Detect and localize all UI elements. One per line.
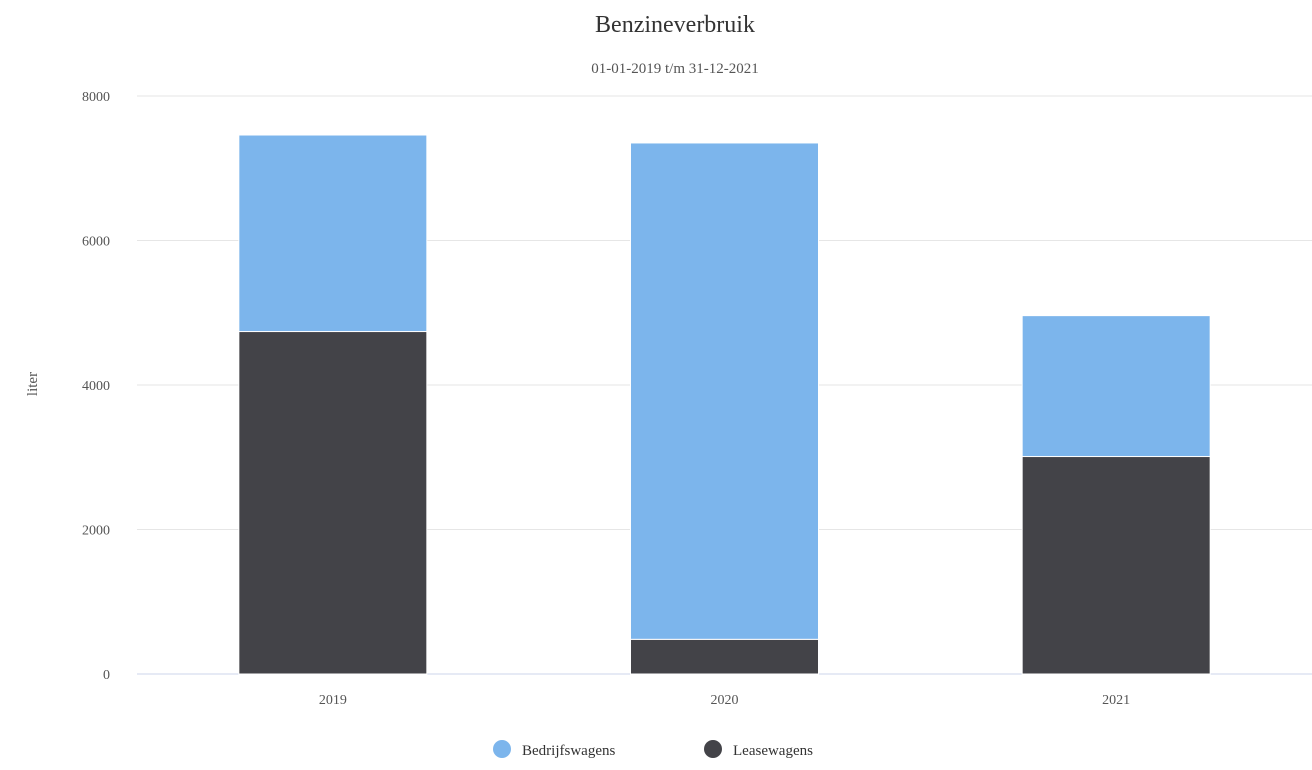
chart-subtitle: 01-01-2019 t/m 31-12-2021 <box>591 61 758 77</box>
legend: Bedrijfswagens Leasewagens <box>493 740 813 759</box>
y-tick-label: 4000 <box>82 379 110 394</box>
legend-label: Leasewagens <box>733 743 813 759</box>
y-tick-label: 6000 <box>82 235 110 250</box>
legend-item-bedrijfswagens[interactable]: Bedrijfswagens <box>493 740 615 759</box>
bar-leasewagens-2021[interactable] <box>1021 456 1211 675</box>
x-tick-label: 2021 <box>1102 693 1130 708</box>
bar-bedrijfswagens-2019[interactable] <box>238 134 428 333</box>
x-axis-ticks: 2019 2020 2021 <box>319 693 1130 708</box>
bar-leasewagens-2020[interactable] <box>630 638 819 675</box>
y-tick-label: 8000 <box>82 90 110 105</box>
x-tick-label: 2019 <box>319 693 347 708</box>
x-tick-label: 2020 <box>711 693 739 708</box>
bar-bedrijfswagens-2021[interactable] <box>1021 315 1211 458</box>
chart-title: Benzineverbruik <box>595 12 755 38</box>
legend-marker <box>704 740 722 758</box>
y-axis-title: liter <box>25 372 41 396</box>
legend-marker <box>493 740 511 758</box>
y-axis-ticks: 0 2000 4000 6000 8000 <box>82 90 110 683</box>
bar-bedrijfswagens-2020[interactable] <box>630 142 819 640</box>
y-tick-label: 2000 <box>82 524 110 539</box>
legend-item-leasewagens[interactable]: Leasewagens <box>704 740 813 759</box>
y-tick-label: 0 <box>103 668 110 683</box>
legend-label: Bedrijfswagens <box>522 743 615 759</box>
bar-leasewagens-2019[interactable] <box>238 331 428 675</box>
bars <box>238 134 1211 675</box>
